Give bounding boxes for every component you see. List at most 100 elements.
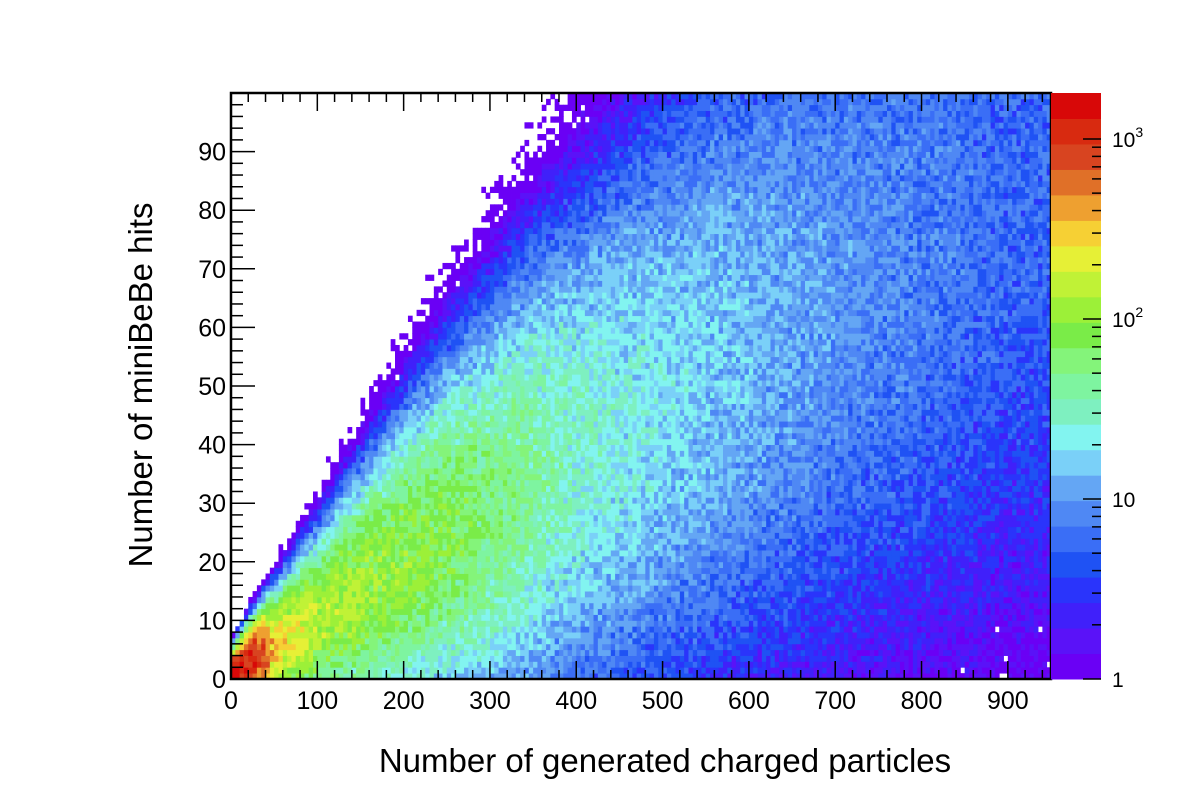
heatmap-cell [304, 532, 310, 539]
heatmap-cell [360, 450, 366, 457]
heatmap-cell [511, 427, 517, 434]
heatmap-cell [403, 427, 409, 434]
heatmap-cell [338, 438, 344, 445]
heatmap-cell [507, 667, 512, 674]
heatmap-cell [377, 661, 383, 668]
heatmap-cell [356, 514, 361, 522]
heatmap-cell [563, 303, 569, 311]
heatmap-cell [343, 520, 348, 528]
heatmap-cell [554, 397, 560, 404]
heatmap-cell [364, 468, 370, 475]
heatmap-cell [481, 491, 487, 498]
heatmap-cell [464, 614, 469, 621]
heatmap-cell [412, 567, 417, 574]
heatmap-cell [390, 614, 396, 621]
heatmap-cell [364, 632, 370, 639]
heatmap-cell [498, 602, 504, 610]
heatmap-cell [429, 409, 435, 416]
heatmap-cell [317, 608, 323, 615]
heatmap-cell [515, 673, 521, 680]
heatmap-cell [477, 362, 482, 369]
heatmap-cell [494, 210, 499, 217]
heatmap-cell [481, 186, 487, 194]
heatmap-cell [502, 479, 508, 487]
heatmap-cell [386, 444, 392, 451]
heatmap-cell [520, 180, 525, 188]
heatmap-cell [550, 473, 556, 481]
heatmap-cell [351, 491, 357, 498]
heatmap-cell [550, 655, 556, 662]
heatmap-cell [317, 550, 323, 557]
heatmap-cell [515, 585, 521, 592]
heatmap-cell [369, 415, 374, 422]
heatmap-cell [597, 573, 603, 580]
heatmap-cell [515, 421, 521, 428]
heatmap-cell [369, 485, 374, 492]
heatmap-cell [377, 503, 383, 510]
heatmap-cell [502, 268, 508, 276]
heatmap-cell [382, 432, 387, 440]
heatmap-cell [485, 626, 491, 633]
heatmap-cell [554, 292, 560, 299]
heatmap-cell [395, 591, 400, 598]
heatmap-cell [593, 227, 599, 235]
heatmap-cell [554, 333, 560, 340]
heatmap-cell [584, 432, 590, 440]
heatmap-cell [524, 216, 530, 223]
heatmap-cell [477, 374, 482, 381]
heatmap-cell [528, 397, 534, 404]
heatmap-cell [425, 573, 430, 580]
heatmap-cell [528, 473, 534, 481]
heatmap-cell [593, 602, 599, 610]
heatmap-cell [593, 620, 599, 627]
heatmap-cell [567, 350, 573, 358]
heatmap-cell [524, 139, 530, 147]
heatmap-cell [248, 614, 253, 621]
heatmap-cell [546, 233, 551, 240]
heatmap-cell [433, 286, 439, 293]
heatmap-cell [364, 667, 370, 674]
heatmap-cell [287, 596, 292, 604]
heatmap-cell [403, 626, 409, 633]
heatmap-cell [382, 550, 387, 557]
heatmap-cell [477, 292, 482, 299]
heatmap-cell [325, 614, 331, 621]
heatmap-cell [446, 427, 452, 434]
heatmap-cell [438, 444, 443, 451]
heatmap-cell [477, 497, 482, 504]
heatmap-cell [403, 538, 409, 545]
heatmap-cell [269, 637, 275, 645]
heatmap-cell [498, 573, 504, 580]
heatmap-cell [278, 661, 284, 668]
heatmap-cell [446, 520, 452, 528]
heatmap-cell [420, 591, 426, 598]
heatmap-cell [597, 596, 603, 604]
heatmap-cell [494, 274, 499, 281]
heatmap-cell [472, 339, 478, 346]
heatmap-cell [360, 491, 366, 498]
heatmap-cell [442, 327, 448, 334]
heatmap-cell [511, 497, 517, 504]
heatmap-cell [502, 485, 508, 492]
heatmap-cell [382, 462, 387, 469]
heatmap-cell [537, 210, 543, 217]
heatmap-cell [515, 526, 521, 533]
heatmap-cell [507, 233, 512, 240]
heatmap-cell [511, 479, 517, 487]
heatmap-cell [528, 585, 534, 592]
heatmap-cell [356, 673, 361, 680]
heatmap-cell [351, 473, 357, 481]
heatmap-cell [464, 444, 469, 451]
heatmap-cell [571, 163, 577, 170]
heatmap-cell [559, 673, 564, 680]
heatmap-cell [356, 532, 361, 539]
heatmap-cell [300, 538, 305, 545]
heatmap-cell [485, 432, 491, 440]
heatmap-cell [455, 257, 461, 264]
heatmap-cell [472, 409, 478, 416]
heatmap-cell [300, 585, 305, 592]
heatmap-cell [554, 432, 560, 440]
heatmap-cell [593, 157, 599, 164]
heatmap-cell [464, 573, 469, 580]
heatmap-cell [459, 614, 465, 621]
